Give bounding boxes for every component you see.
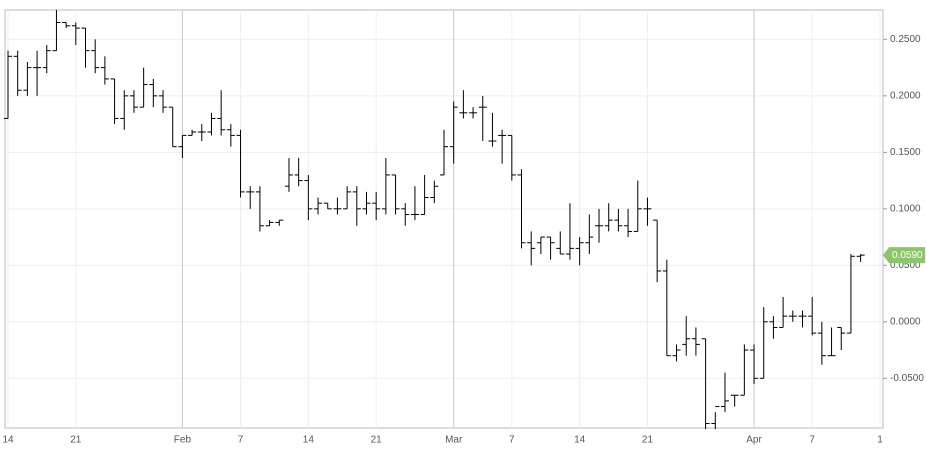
x-tick-label: 14	[2, 435, 14, 446]
y-tick-label: 0.2500	[890, 34, 921, 45]
x-tick-label: Feb	[174, 435, 192, 446]
last-price-label: 0.0590	[892, 250, 923, 261]
y-tick-label: -0.0500	[890, 373, 924, 384]
y-tick-label: 0.0000	[890, 316, 921, 327]
y-tick-label: 0.2000	[890, 91, 921, 102]
y-tick-label: 0.1500	[890, 147, 921, 158]
x-tick-label: 7	[809, 435, 815, 446]
x-tick-label: Apr	[746, 435, 762, 446]
x-tick-label: 21	[642, 435, 654, 446]
x-tick-label: Mar	[445, 435, 463, 446]
x-tick-label: 7	[238, 435, 244, 446]
x-tick-label: 14	[303, 435, 315, 446]
x-tick-label: 14	[574, 435, 586, 446]
x-tick-label: 21	[70, 435, 82, 446]
plot-frame	[4, 9, 884, 429]
y-tick-label: 0.0500	[890, 260, 921, 271]
x-tick-label: 21	[371, 435, 383, 446]
y-tick-label: 0.1000	[890, 203, 921, 214]
x-tick-label: 1	[877, 435, 883, 446]
last-price-badge	[883, 247, 925, 264]
x-tick-label: 7	[509, 435, 515, 446]
